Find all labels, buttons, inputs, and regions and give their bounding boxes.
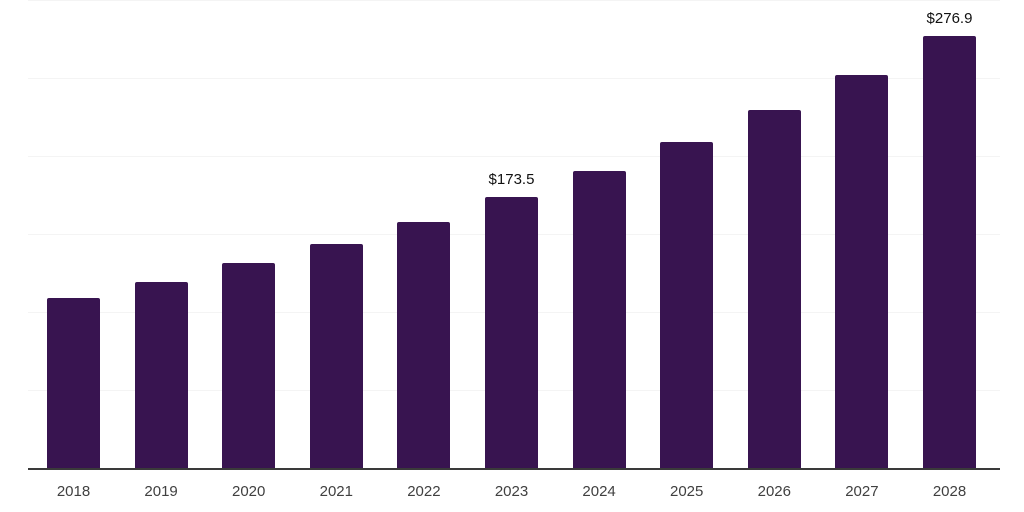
x-tick-label-2028: 2028	[932, 483, 967, 500]
x-tick-label-2022: 2022	[407, 483, 441, 500]
gridline	[28, 0, 1000, 1]
x-axis: 2018 2019 2020 2021 2022 2023 2024 2025 2026 2027…	[28, 483, 1000, 506]
bar-2026[interactable]	[747, 109, 801, 468]
bar-2021[interactable]	[309, 243, 363, 468]
x-tick-label-2019: 2019	[144, 483, 178, 500]
bar-2018[interactable]	[47, 298, 100, 468]
bar-2024[interactable]	[572, 170, 626, 468]
bar-value-label: $276.9	[926, 10, 973, 28]
bar-2022[interactable]	[397, 221, 451, 468]
x-tick-label-2027: 2027	[845, 483, 879, 500]
x-tick-label-2018: 2018	[56, 483, 91, 500]
plot-area: $173.5 $276.9	[28, 0, 1000, 470]
gridline	[28, 78, 1000, 79]
x-tick-label-2020: 2020	[232, 483, 266, 500]
bar-2019[interactable]	[134, 281, 188, 468]
bar-2025[interactable]	[660, 141, 714, 468]
x-tick-label-2023: 2023	[494, 483, 529, 500]
bar-2027[interactable]	[835, 74, 889, 468]
bar-2020[interactable]	[222, 263, 276, 468]
gridline	[28, 156, 1000, 157]
bar-2028[interactable]	[923, 36, 976, 468]
x-tick-label-2024: 2024	[582, 483, 616, 500]
bar-2023[interactable]	[485, 197, 538, 468]
x-tick-label-2025: 2025	[670, 483, 704, 500]
bar-value-label: $173.5	[488, 171, 535, 189]
x-tick-label-2021: 2021	[319, 483, 353, 500]
x-tick-label-2026: 2026	[757, 483, 791, 500]
